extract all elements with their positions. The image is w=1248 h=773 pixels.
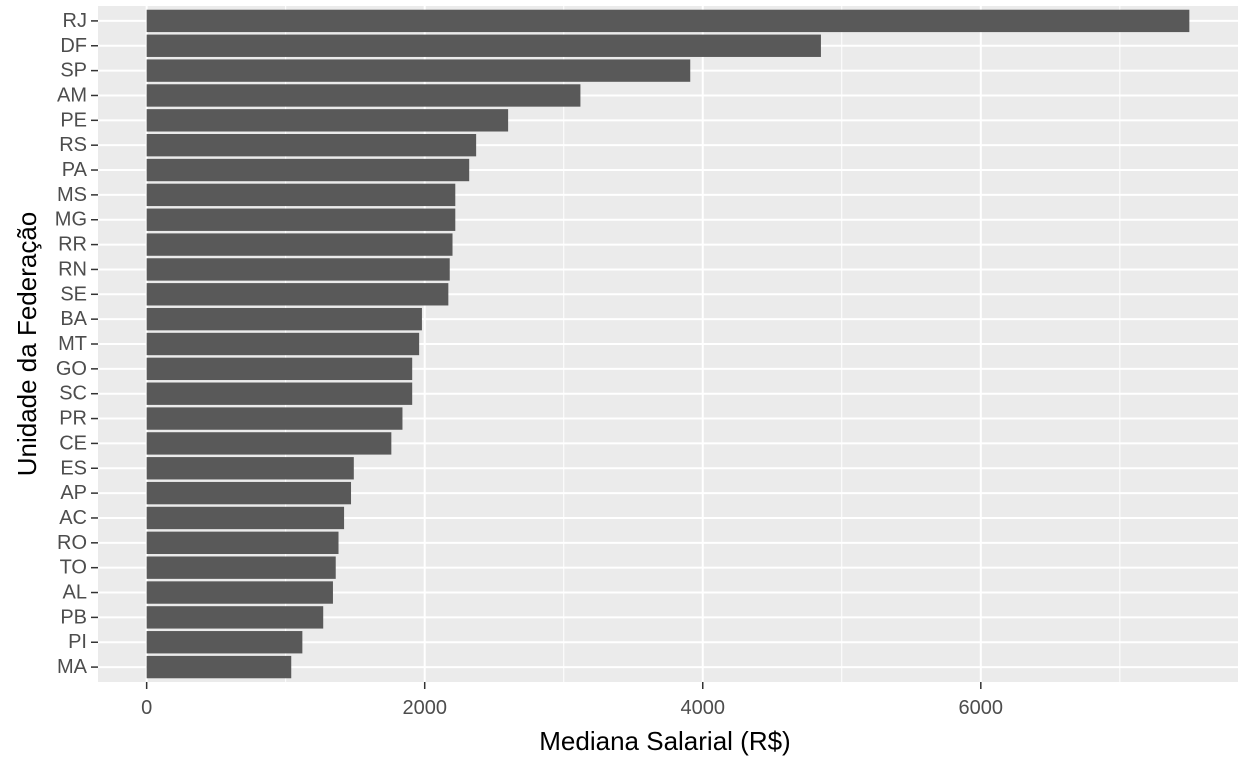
y-tick-label: TO [60,557,87,579]
y-tick-label: ES [60,457,87,479]
y-tick-label: AL [63,582,87,604]
bar-ba [146,307,422,331]
bar-ms [146,183,456,207]
bars [146,9,1190,679]
y-tick-label: AM [57,84,87,106]
y-tick-label: RS [59,134,87,156]
y-tick-label: RO [57,532,87,554]
bar-ce [146,432,392,455]
y-tick-label: SC [59,383,87,405]
y-tick-label: PB [60,606,87,628]
y-tick-label: DF [60,35,87,57]
bar-pi [146,631,303,654]
bar-sc [146,382,413,405]
bar-ma [146,655,292,679]
y-tick-label: PI [68,631,87,653]
y-tick-label: AC [59,507,87,529]
y-tick-label: PR [59,408,87,430]
y-tick-label: PA [62,159,88,181]
bar-ap [146,481,352,505]
y-tick-label: MT [58,333,87,355]
x-axis: 0 2000 4000 6000 [141,682,1003,719]
bar-al [146,581,333,604]
y-tick-label: SE [60,283,87,305]
y-tick-label: GO [56,358,87,380]
bar-rn [146,258,450,281]
bar-pa [146,158,470,182]
y-axis-title: Unidade da Federação [12,212,42,477]
bar-df [146,34,821,57]
y-tick-label: PE [60,109,87,131]
bar-am [146,84,581,107]
y-tick-label: BA [60,308,87,330]
bar-sp [146,59,691,82]
bar-mt [146,332,420,356]
bar-es [146,457,354,480]
bar-pb [146,606,324,629]
x-tick-label: 0 [141,697,152,719]
y-tick-label: CE [59,432,87,454]
bar-pe [146,109,509,132]
y-tick-label: AP [60,482,87,504]
bar-rj [146,9,1190,33]
bar-mg [146,208,456,231]
x-tick-label: 4000 [681,697,726,719]
bar-pr [146,407,403,430]
y-tick-label: MG [55,209,87,231]
x-tick-label: 2000 [402,697,447,719]
y-tick-label: RN [58,258,87,280]
y-tick-label: MA [57,656,88,678]
bar-rs [146,133,477,157]
x-axis-title: Mediana Salarial (R$) [539,726,790,756]
bar-ro [146,531,339,555]
y-tick-label: SP [60,60,87,82]
bar-se [146,283,449,306]
bar-go [146,357,413,381]
x-tick-label: 6000 [959,697,1004,719]
y-tick-label: RJ [63,10,87,32]
bar-ac [146,506,345,530]
y-tick-label: RR [58,234,87,256]
bar-to [146,556,336,579]
bar-rr [146,233,453,256]
y-tick-label: MS [57,184,87,206]
